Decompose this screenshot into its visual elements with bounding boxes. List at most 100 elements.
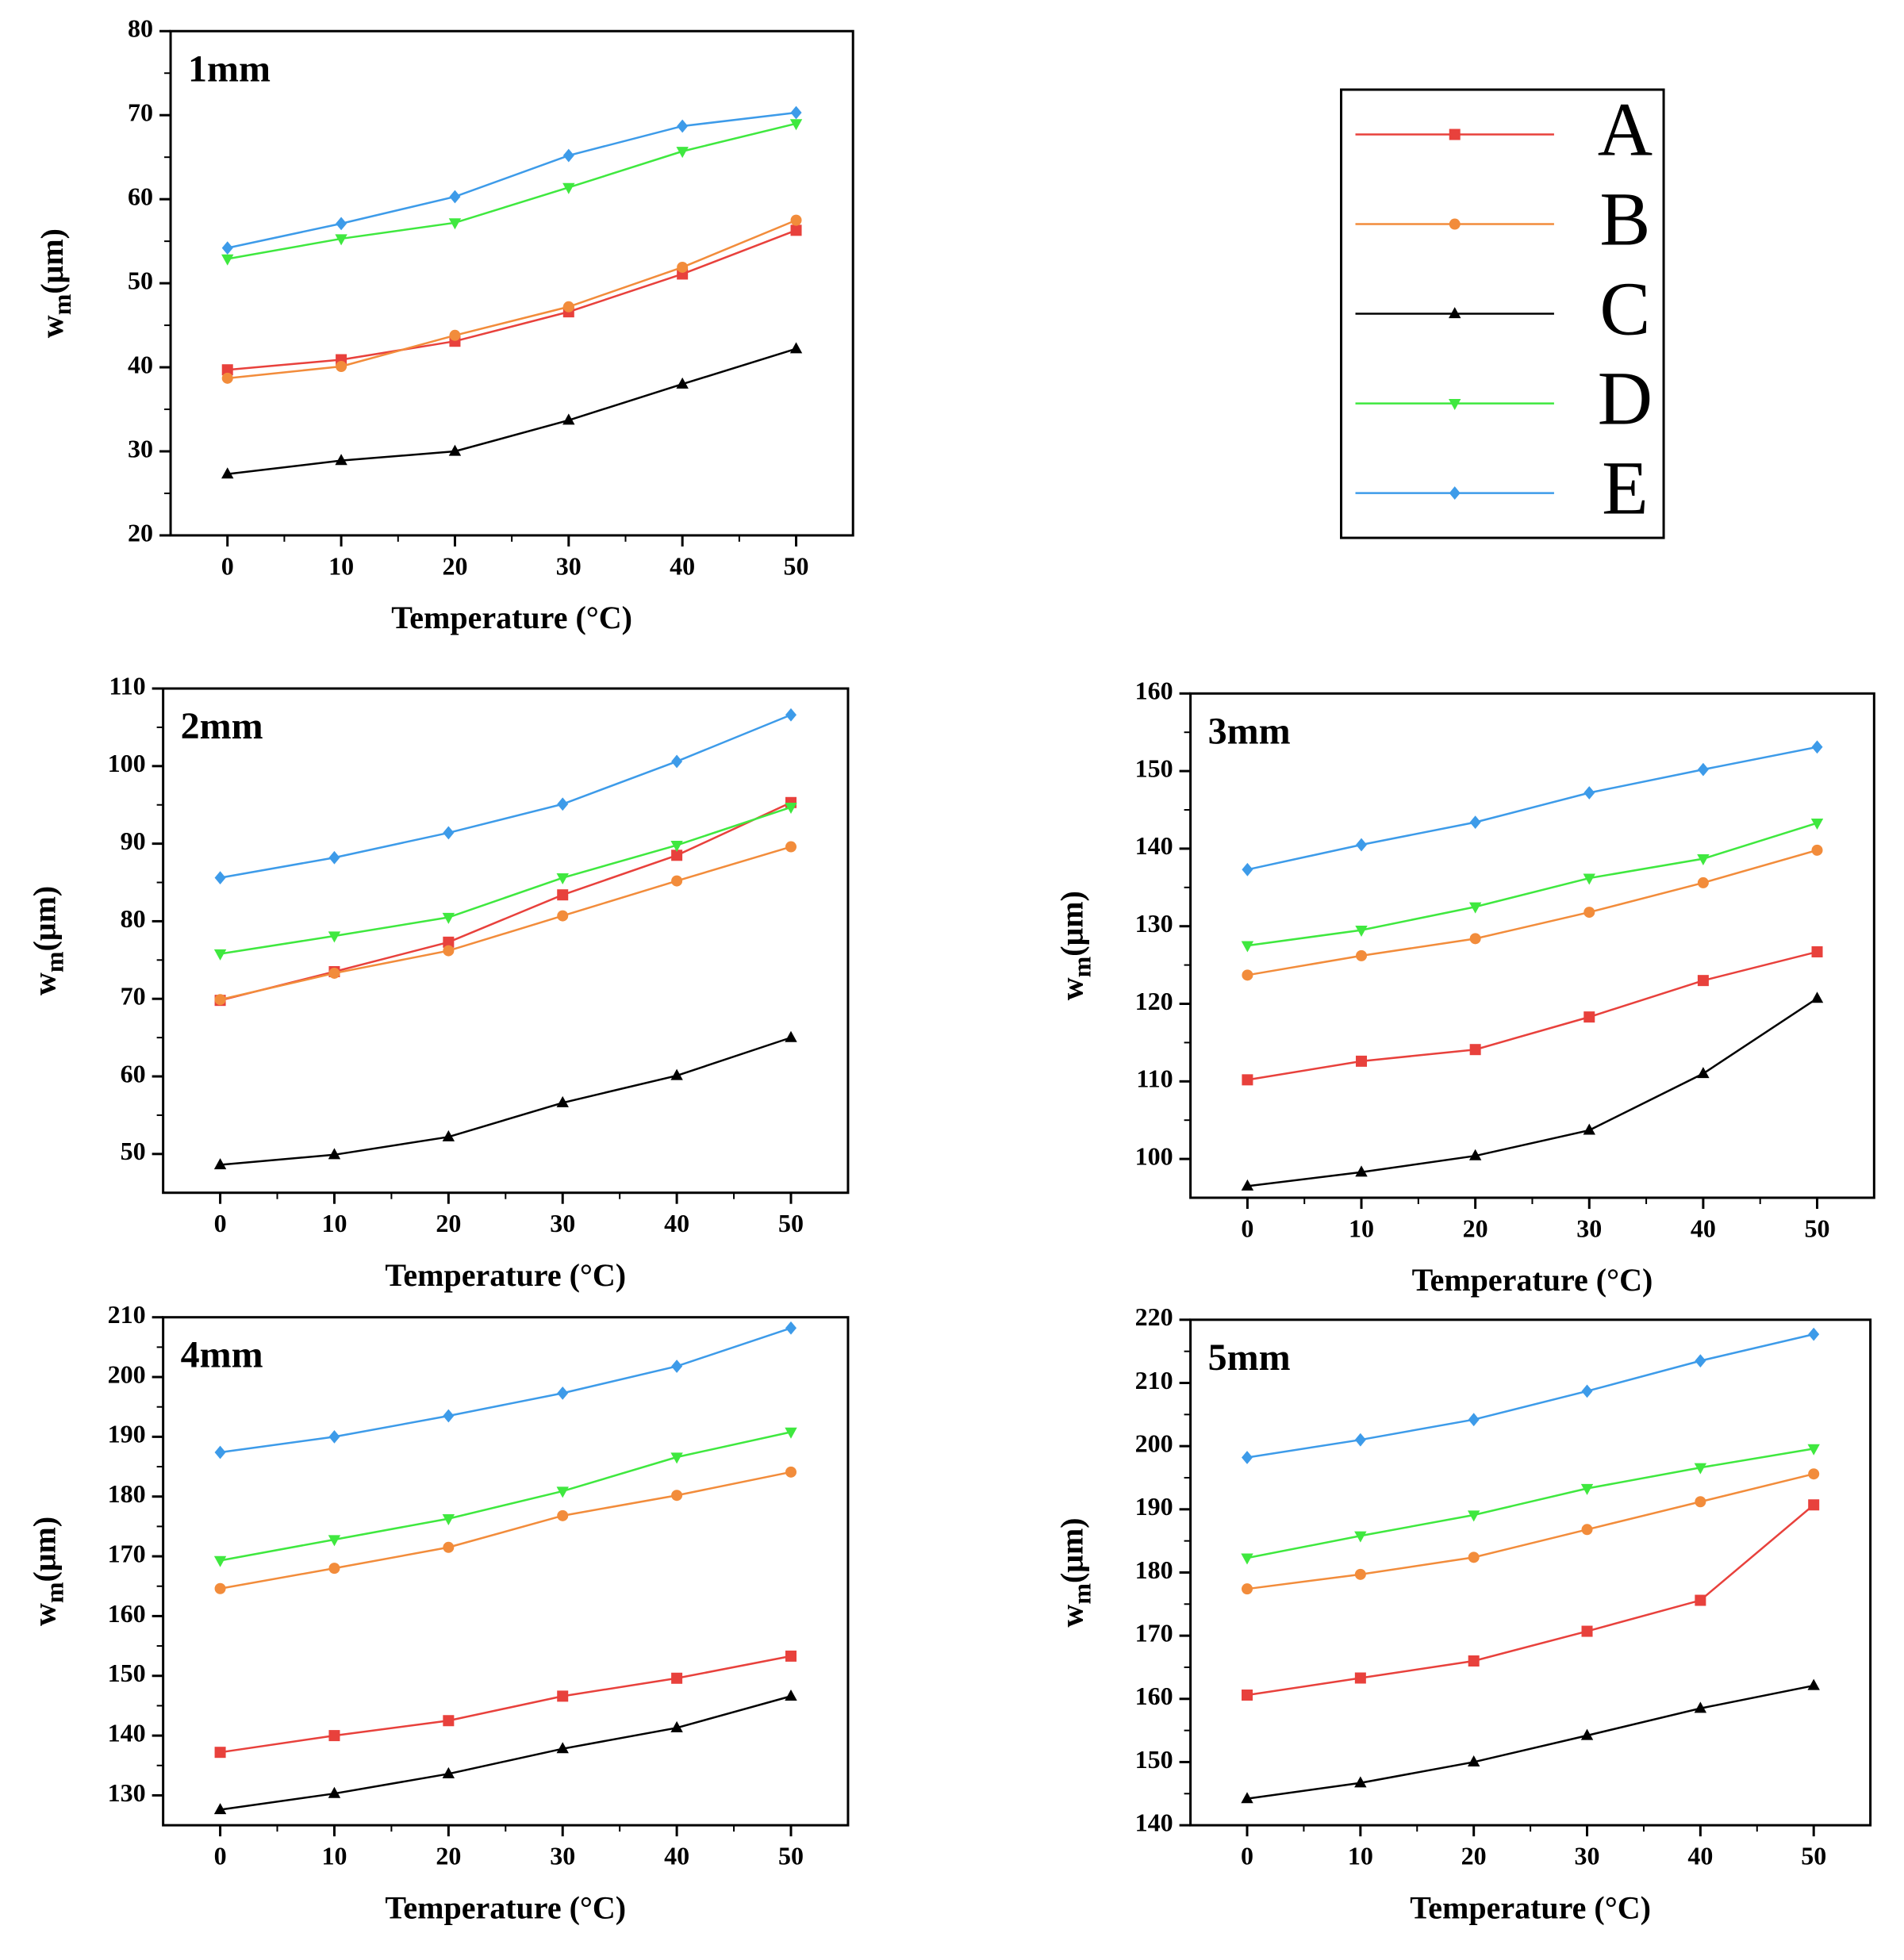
x-tick-label: 0 <box>221 551 234 580</box>
x-axis-title: Temperature (°C) <box>1412 1262 1653 1298</box>
marker <box>1354 1433 1366 1447</box>
marker <box>213 1555 227 1567</box>
marker <box>221 467 234 479</box>
marker <box>1697 762 1709 777</box>
series-line <box>220 1036 792 1166</box>
y-tick-label: 210 <box>1135 1366 1173 1394</box>
y-axis-title-sub: m <box>48 293 76 315</box>
y-tick-label: 120 <box>1135 987 1173 1015</box>
marker <box>556 1095 569 1107</box>
marker <box>1583 786 1595 800</box>
legend-label: C <box>1599 267 1650 351</box>
marker <box>1583 1123 1595 1135</box>
marker <box>213 949 227 961</box>
marker <box>442 1130 455 1141</box>
y-tick-label: 160 <box>1135 677 1173 705</box>
marker <box>221 241 233 255</box>
marker <box>789 342 803 354</box>
y-tick-label: 130 <box>1135 909 1173 938</box>
y-axis-title-unit: (μm) <box>1054 891 1090 957</box>
series-line <box>1247 746 1818 871</box>
marker <box>1807 1678 1820 1690</box>
y-tick-label: 150 <box>1135 1745 1173 1774</box>
marker <box>1355 925 1368 937</box>
marker <box>1354 1568 1366 1580</box>
marker <box>1808 1499 1820 1511</box>
marker <box>1242 1074 1253 1086</box>
y-tick-label: 80 <box>121 904 146 933</box>
series-line <box>1247 950 1818 1081</box>
y-axis-title-unit: (μm) <box>34 228 70 294</box>
marker <box>1356 1055 1368 1067</box>
marker <box>1356 838 1368 852</box>
marker <box>785 1650 797 1662</box>
marker <box>443 936 455 948</box>
y-axis-title: wm(μm) <box>1054 1517 1096 1627</box>
x-tick-label: 40 <box>664 1209 689 1237</box>
marker <box>442 912 455 924</box>
x-tick-label: 0 <box>214 1841 227 1870</box>
series-line <box>220 1431 792 1562</box>
x-tick-label: 0 <box>1241 1214 1253 1242</box>
x-tick-label: 50 <box>784 551 809 580</box>
panel-label: 1mm <box>188 48 271 90</box>
marker <box>671 754 683 769</box>
series-line <box>227 111 797 249</box>
y-tick-label: 140 <box>1135 1808 1173 1836</box>
marker <box>1580 1483 1594 1495</box>
marker <box>1242 969 1253 981</box>
marker <box>1581 1625 1593 1637</box>
x-tick-label: 10 <box>328 551 354 580</box>
y-tick-label: 180 <box>108 1479 146 1508</box>
marker <box>1469 933 1481 945</box>
marker <box>1241 1792 1253 1804</box>
x-tick-label: 30 <box>1575 1841 1600 1870</box>
marker <box>214 994 226 1006</box>
y-tick-label: 150 <box>108 1659 146 1687</box>
y-tick-label: 130 <box>108 1778 146 1807</box>
marker <box>671 875 683 887</box>
marker <box>1581 1384 1593 1398</box>
marker <box>557 910 569 922</box>
y-axis-title: wm(μm) <box>34 228 76 338</box>
marker <box>335 234 347 246</box>
x-tick-label: 40 <box>1687 1841 1713 1870</box>
marker <box>1697 876 1709 888</box>
x-axis-title: Temperature (°C) <box>1410 1889 1651 1925</box>
series-line <box>1246 1333 1814 1459</box>
marker <box>213 1158 227 1170</box>
marker <box>1581 1524 1593 1536</box>
marker <box>785 1427 797 1439</box>
y-tick-label: 70 <box>128 98 153 127</box>
marker <box>1241 1553 1253 1565</box>
marker <box>328 850 340 865</box>
marker <box>1808 1327 1820 1341</box>
marker <box>1449 128 1461 140</box>
y-tick-label: 200 <box>108 1360 146 1388</box>
marker <box>677 261 689 273</box>
y-axis-title-sub: m <box>1068 956 1096 977</box>
x-tick-label: 50 <box>1805 1214 1830 1242</box>
marker <box>670 1720 683 1732</box>
series-line <box>1247 822 1818 947</box>
x-tick-label: 40 <box>1691 1214 1716 1242</box>
series-line <box>220 1471 792 1590</box>
marker <box>328 931 341 943</box>
marker <box>1354 1672 1366 1684</box>
y-tick-label: 50 <box>128 266 153 294</box>
marker <box>1354 1776 1367 1788</box>
legend-label: D <box>1598 356 1653 441</box>
marker <box>328 1429 340 1444</box>
y-tick-label: 20 <box>128 518 153 547</box>
y-tick-label: 80 <box>128 14 153 43</box>
x-tick-label: 40 <box>664 1841 689 1870</box>
marker <box>1583 907 1595 919</box>
series-line <box>227 219 797 380</box>
marker <box>1808 1468 1820 1480</box>
series-line <box>1246 1684 1814 1800</box>
y-tick-label: 100 <box>108 749 146 777</box>
y-axis-title-unit: (μm) <box>1054 1517 1090 1583</box>
marker <box>1695 1496 1706 1508</box>
marker <box>328 967 340 979</box>
marker <box>1449 307 1461 319</box>
